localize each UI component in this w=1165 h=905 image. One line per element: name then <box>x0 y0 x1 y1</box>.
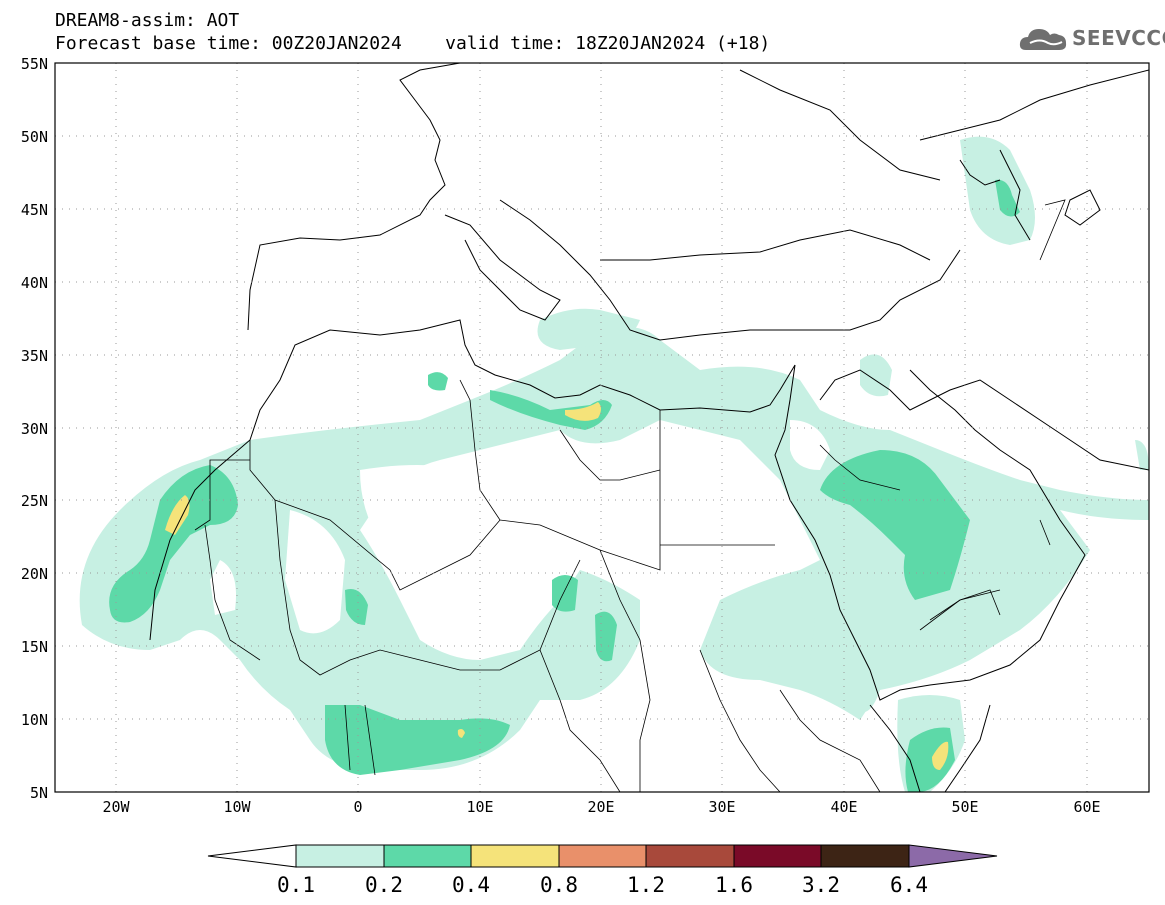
lat-label: 10N <box>21 711 48 729</box>
lon-label: 50E <box>951 798 978 816</box>
colorbar-swatch <box>733 844 822 868</box>
colorbar-label: 6.4 <box>890 873 928 897</box>
colorbar-arrow-low <box>207 844 297 868</box>
map-title: DREAM8-assim: AOT <box>55 10 240 31</box>
colorbar-label: 1.6 <box>715 873 753 897</box>
lat-label: 5N <box>30 784 48 802</box>
lat-label: 40N <box>21 274 48 292</box>
lon-label: 10W <box>223 798 251 816</box>
colorbar-label: 0.2 <box>365 873 403 897</box>
lat-label: 35N <box>21 347 48 365</box>
colorbar-label: 3.2 <box>802 873 840 897</box>
aot-shading-high <box>165 402 949 770</box>
lat-label: 50N <box>21 128 48 146</box>
lon-label: 20E <box>587 798 614 816</box>
colorbar-label: 1.2 <box>627 873 665 897</box>
forecast-time-label: Forecast base time: 00Z20JAN2024 valid t… <box>55 33 771 54</box>
seevccc-logo: SEEVCCC <box>1018 24 1165 54</box>
colorbar: 0.1 0.2 0.4 0.8 1.2 1.6 3.2 6.4 <box>207 844 998 897</box>
colorbar-swatch <box>383 844 472 868</box>
colorbar-swatch <box>645 844 735 868</box>
colorbar-label: 0.8 <box>540 873 578 897</box>
map-area <box>55 63 1149 792</box>
cloud-icon <box>1019 29 1067 50</box>
country-borders <box>194 199 1066 792</box>
lon-label: 60E <box>1073 798 1100 816</box>
colorbar-swatch <box>558 844 647 868</box>
lon-label: 10E <box>466 798 493 816</box>
aot-shading-medium <box>109 179 1020 792</box>
colorbar-swatch <box>820 844 910 868</box>
lat-axis: 55N 50N 45N 40N 35N 30N 25N 20N 15N 10N … <box>21 55 48 802</box>
lon-label: 40E <box>830 798 857 816</box>
colorbar-label: 0.4 <box>452 873 490 897</box>
colorbar-arrow-high <box>908 844 998 868</box>
colorbar-swatch <box>295 844 385 868</box>
map-frame <box>54 62 1150 793</box>
lat-label: 30N <box>21 420 48 438</box>
lat-label: 45N <box>21 201 48 219</box>
lat-label: 55N <box>21 55 48 73</box>
colorbar-label: 0.1 <box>277 873 315 897</box>
lat-label: 25N <box>21 492 48 510</box>
logo-text: SEEVCCC <box>1072 26 1165 50</box>
lon-axis: 20W 10W 0 10E 20E 30E 40E 50E 60E <box>102 798 1100 816</box>
colorbar-swatch <box>470 844 560 868</box>
lon-label: 0 <box>353 798 362 816</box>
lat-label: 15N <box>21 638 48 656</box>
gridlines <box>55 63 1149 792</box>
lon-label: 20W <box>102 798 130 816</box>
lon-label: 30E <box>708 798 735 816</box>
lat-label: 20N <box>21 565 48 583</box>
aot-clear-regions <box>210 420 830 634</box>
aot-shading-light <box>79 136 1149 792</box>
